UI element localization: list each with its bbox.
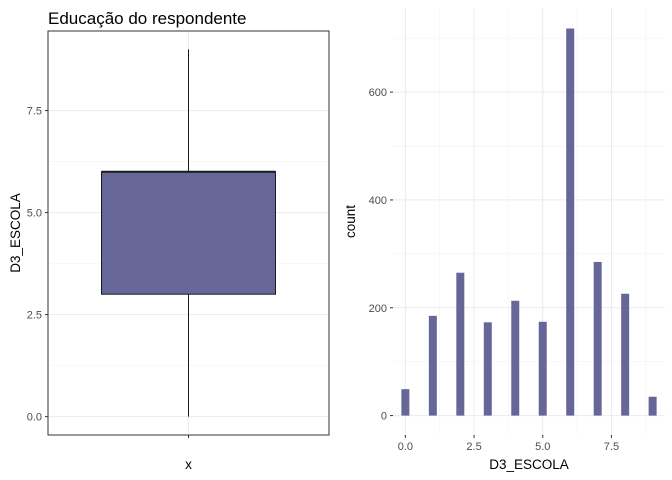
histogram-bar [593,261,602,416]
x-tick-label: 7.5 [604,441,619,453]
histogram-bar [538,321,547,416]
boxplot-axes: 0.0 2.5 5.0 7.5 [27,106,189,438]
boxplot-y-axis-title: D3_ESCOLA [8,193,23,273]
histogram-bar [648,396,657,416]
histogram-bar [511,300,520,416]
histogram-bar [401,389,410,416]
y-tick-label: 0 [381,411,387,423]
y-tick-label: 400 [369,195,387,207]
histogram-bar [566,28,575,416]
boxplot-marks [101,49,276,417]
y-tick-label: 5.0 [27,208,42,220]
box-iqr [101,171,276,295]
histogram-bars [401,28,657,416]
histogram-x-axis-title: D3_ESCOLA [489,457,569,472]
y-tick-label: 200 [369,303,387,315]
x-tick-label: 5.0 [535,441,550,453]
histogram-bar [428,315,437,416]
x-tick-label: 0.0 [398,441,413,453]
histogram-bar [456,272,465,416]
histogram-bar [621,293,630,416]
boxplot-x-axis-title: x [185,457,192,472]
histogram-y-axis-title: count [343,205,358,238]
histogram-bar [483,322,492,416]
boxplot-panel: Educação do respondente 0.0 2.5 5.0 7.5 x D… [8,9,330,472]
y-tick-label: 0.0 [27,412,42,424]
y-tick-label: 600 [369,87,387,99]
y-tick-label: 2.5 [27,310,42,322]
histogram-gridlines [393,8,665,435]
histogram-panel: 0.0 2.5 5.0 7.5 0 200 400 600 D3_ESCOLA count [343,8,665,472]
chart-title: Educação do respondente [48,9,247,28]
histogram-axes: 0.0 2.5 5.0 7.5 0 200 400 600 [369,87,619,453]
x-tick-label: 2.5 [466,441,481,453]
y-tick-label: 7.5 [27,106,42,118]
